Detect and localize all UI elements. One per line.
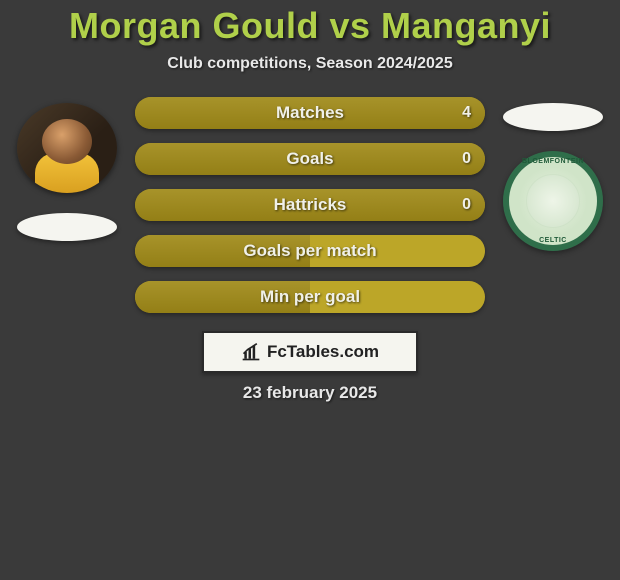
- chart-bar-icon: [241, 342, 261, 362]
- club-badge-text-top: BLOEMFONTEIN: [509, 158, 597, 165]
- stat-bars: Matches 4 Goals 0 Hattricks 0 Goals per match M…: [135, 93, 485, 313]
- stat-label: Goals per match: [243, 241, 376, 261]
- stat-value: 4: [462, 104, 471, 122]
- stat-label: Min per goal: [260, 287, 360, 307]
- comparison-card: Morgan Gould vs Manganyi Club competitio…: [0, 0, 620, 403]
- stat-bar: Hattricks 0: [135, 189, 485, 221]
- club-oval-right: [503, 103, 603, 131]
- stat-label: Matches: [276, 103, 344, 123]
- left-player-column: [17, 93, 117, 241]
- stat-bar: Goals per match: [135, 235, 485, 267]
- club-badge-right: BLOEMFONTEIN CELTIC: [503, 151, 603, 251]
- page-subtitle: Club competitions, Season 2024/2025: [0, 55, 620, 73]
- branding-text: FcTables.com: [267, 342, 379, 362]
- stat-label: Hattricks: [274, 195, 347, 215]
- stat-bar: Matches 4: [135, 97, 485, 129]
- stat-value: 0: [462, 196, 471, 214]
- stat-value: 0: [462, 150, 471, 168]
- club-badge-center-icon: [526, 174, 580, 228]
- club-badge-text-bottom: CELTIC: [509, 237, 597, 244]
- stat-bar: Goals 0: [135, 143, 485, 175]
- right-player-column: BLOEMFONTEIN CELTIC: [503, 93, 603, 251]
- snapshot-date: 23 february 2025: [0, 383, 620, 403]
- club-oval-left: [17, 213, 117, 241]
- main-row: Matches 4 Goals 0 Hattricks 0 Goals per match M…: [0, 93, 620, 313]
- stat-bar: Min per goal: [135, 281, 485, 313]
- player-avatar-left: [17, 103, 117, 193]
- branding-box[interactable]: FcTables.com: [202, 331, 418, 373]
- stat-label: Goals: [286, 149, 333, 169]
- page-title: Morgan Gould vs Manganyi: [0, 5, 620, 47]
